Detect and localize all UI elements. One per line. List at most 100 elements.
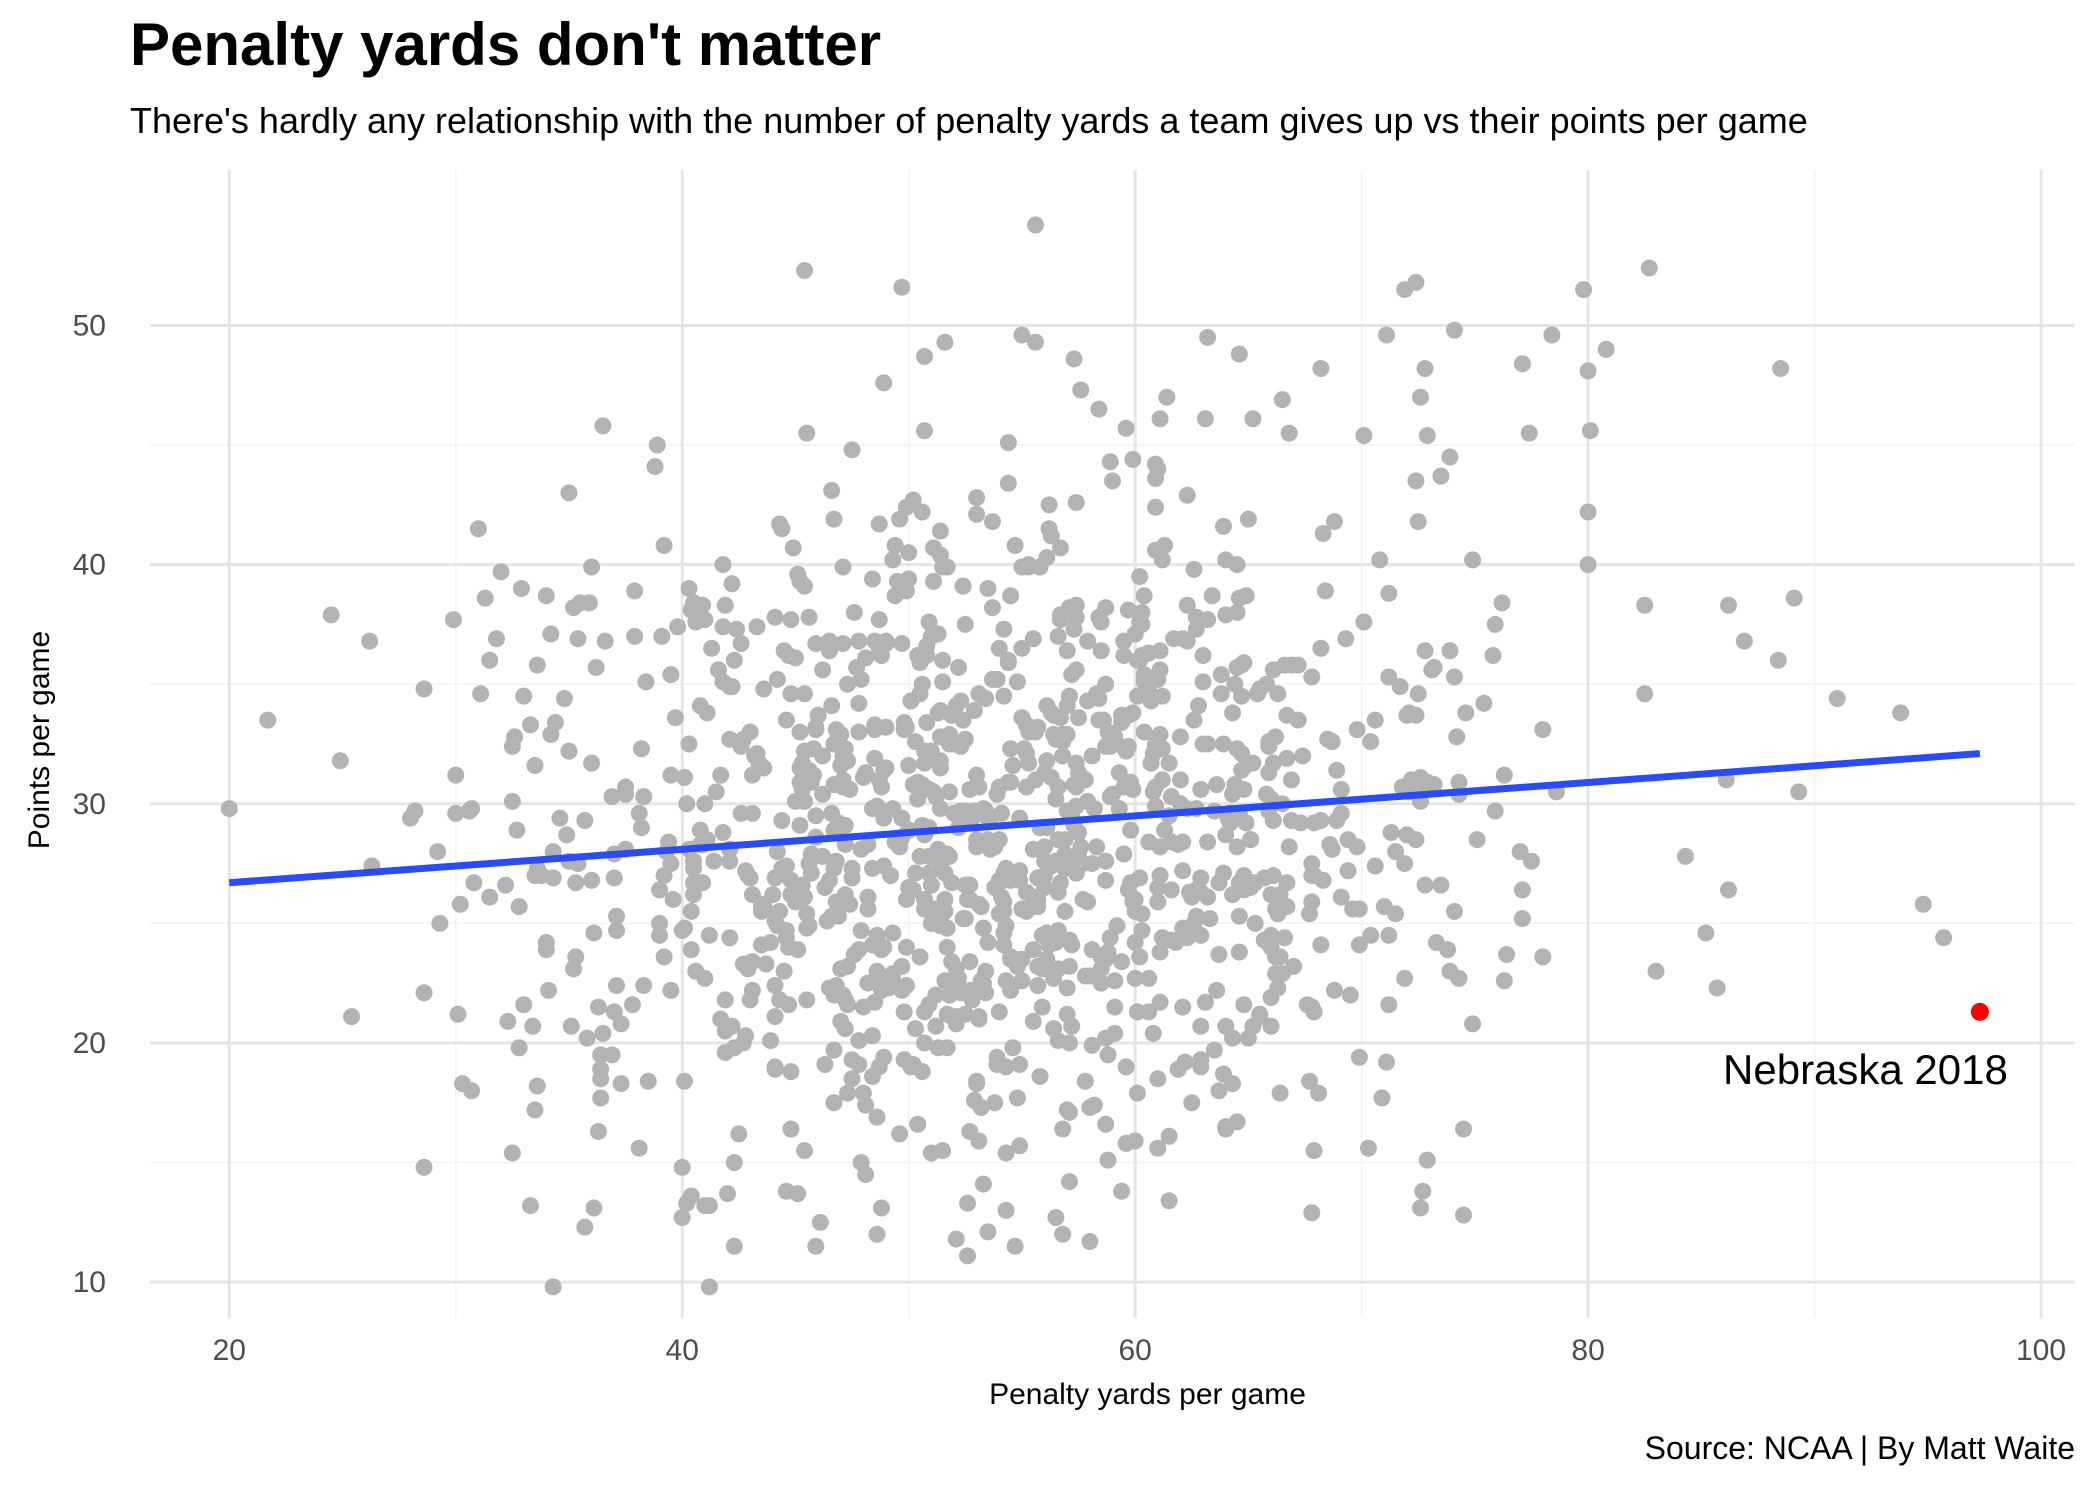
data-point bbox=[1063, 936, 1081, 954]
data-point bbox=[1493, 594, 1511, 612]
data-point bbox=[782, 1120, 800, 1138]
data-point bbox=[823, 697, 841, 715]
data-point bbox=[322, 606, 340, 624]
data-point bbox=[936, 972, 954, 990]
data-point bbox=[662, 981, 680, 999]
data-point bbox=[1355, 426, 1373, 444]
data-point bbox=[839, 996, 857, 1014]
data-point bbox=[1119, 881, 1137, 899]
data-point bbox=[827, 721, 845, 739]
data-point bbox=[1119, 601, 1137, 619]
data-point bbox=[1720, 596, 1737, 614]
data-point bbox=[850, 941, 868, 959]
data-point bbox=[1051, 539, 1069, 557]
data-point bbox=[995, 893, 1013, 911]
data-point bbox=[580, 594, 598, 612]
data-point bbox=[925, 572, 943, 590]
data-point bbox=[1280, 838, 1298, 856]
data-point bbox=[839, 1084, 857, 1102]
data-point bbox=[1416, 360, 1434, 378]
data-point bbox=[1090, 711, 1108, 729]
data-point bbox=[1076, 771, 1094, 789]
data-point bbox=[1305, 1142, 1323, 1160]
data-point bbox=[859, 974, 877, 992]
data-point bbox=[1312, 639, 1330, 657]
data-point bbox=[1464, 551, 1482, 569]
data-point bbox=[583, 754, 601, 772]
data-point bbox=[843, 1070, 861, 1088]
data-point bbox=[1769, 651, 1787, 669]
data-point bbox=[743, 886, 761, 904]
data-point bbox=[1144, 1024, 1162, 1042]
data-point bbox=[762, 1032, 780, 1050]
data-point bbox=[791, 572, 809, 590]
data-point bbox=[1520, 424, 1538, 442]
data-point bbox=[1115, 632, 1133, 650]
data-point bbox=[592, 1046, 610, 1064]
data-point bbox=[796, 685, 813, 703]
data-point bbox=[873, 1199, 890, 1217]
data-point bbox=[1067, 661, 1085, 679]
data-point bbox=[1418, 773, 1436, 791]
data-point bbox=[605, 869, 623, 887]
data-point bbox=[655, 536, 673, 554]
data-point bbox=[870, 515, 888, 533]
data-point bbox=[1017, 745, 1035, 763]
data-point bbox=[1344, 900, 1362, 918]
data-point bbox=[1312, 360, 1330, 378]
data-point bbox=[938, 558, 956, 576]
data-point bbox=[1072, 381, 1090, 399]
data-point bbox=[1205, 1041, 1223, 1059]
data-point bbox=[444, 611, 462, 629]
data-point bbox=[1219, 809, 1237, 827]
data-point bbox=[431, 914, 449, 932]
data-point bbox=[510, 898, 528, 916]
data-point bbox=[1278, 706, 1296, 724]
data-point bbox=[1350, 1048, 1368, 1066]
data-point bbox=[1310, 1084, 1328, 1102]
ticks: 20 40 60 80 100 10 20 30 40 50 bbox=[73, 309, 2066, 1367]
data-point bbox=[931, 522, 949, 540]
data-point bbox=[1079, 632, 1097, 650]
data-point bbox=[716, 596, 734, 614]
data-point bbox=[1242, 831, 1260, 849]
data-point bbox=[1024, 630, 1042, 648]
data-point bbox=[1513, 355, 1531, 373]
data-point bbox=[732, 635, 750, 653]
data-point bbox=[1004, 757, 1022, 775]
data-point bbox=[1228, 658, 1246, 676]
data-point bbox=[983, 513, 1001, 531]
data-point bbox=[540, 981, 558, 999]
data-point bbox=[732, 804, 750, 822]
data-point bbox=[592, 1089, 610, 1107]
data-point bbox=[1006, 1237, 1024, 1255]
data-point bbox=[1201, 910, 1219, 928]
data-point bbox=[1160, 1127, 1178, 1145]
data-point bbox=[800, 855, 818, 873]
data-point bbox=[1341, 986, 1359, 1004]
data-point bbox=[875, 374, 893, 392]
data-point bbox=[1115, 647, 1133, 665]
data-point bbox=[648, 436, 666, 454]
data-point bbox=[639, 1072, 657, 1090]
data-point bbox=[1147, 455, 1165, 473]
data-point bbox=[743, 981, 761, 999]
data-point bbox=[850, 723, 868, 741]
data-point bbox=[809, 706, 827, 724]
data-point bbox=[1099, 1151, 1117, 1169]
data-point bbox=[920, 864, 938, 882]
data-point bbox=[524, 1017, 542, 1035]
data-point bbox=[1106, 972, 1124, 990]
data-point bbox=[1162, 788, 1180, 806]
data-point bbox=[940, 735, 958, 753]
data-point bbox=[999, 474, 1017, 492]
data-point bbox=[1214, 864, 1232, 882]
data-point bbox=[463, 800, 481, 818]
data-point bbox=[1892, 704, 1910, 722]
data-point bbox=[415, 984, 433, 1002]
data-point bbox=[1162, 931, 1180, 949]
data-point bbox=[1217, 551, 1235, 569]
data-point bbox=[897, 938, 915, 956]
data-point bbox=[1416, 876, 1434, 894]
data-point bbox=[1199, 833, 1217, 851]
